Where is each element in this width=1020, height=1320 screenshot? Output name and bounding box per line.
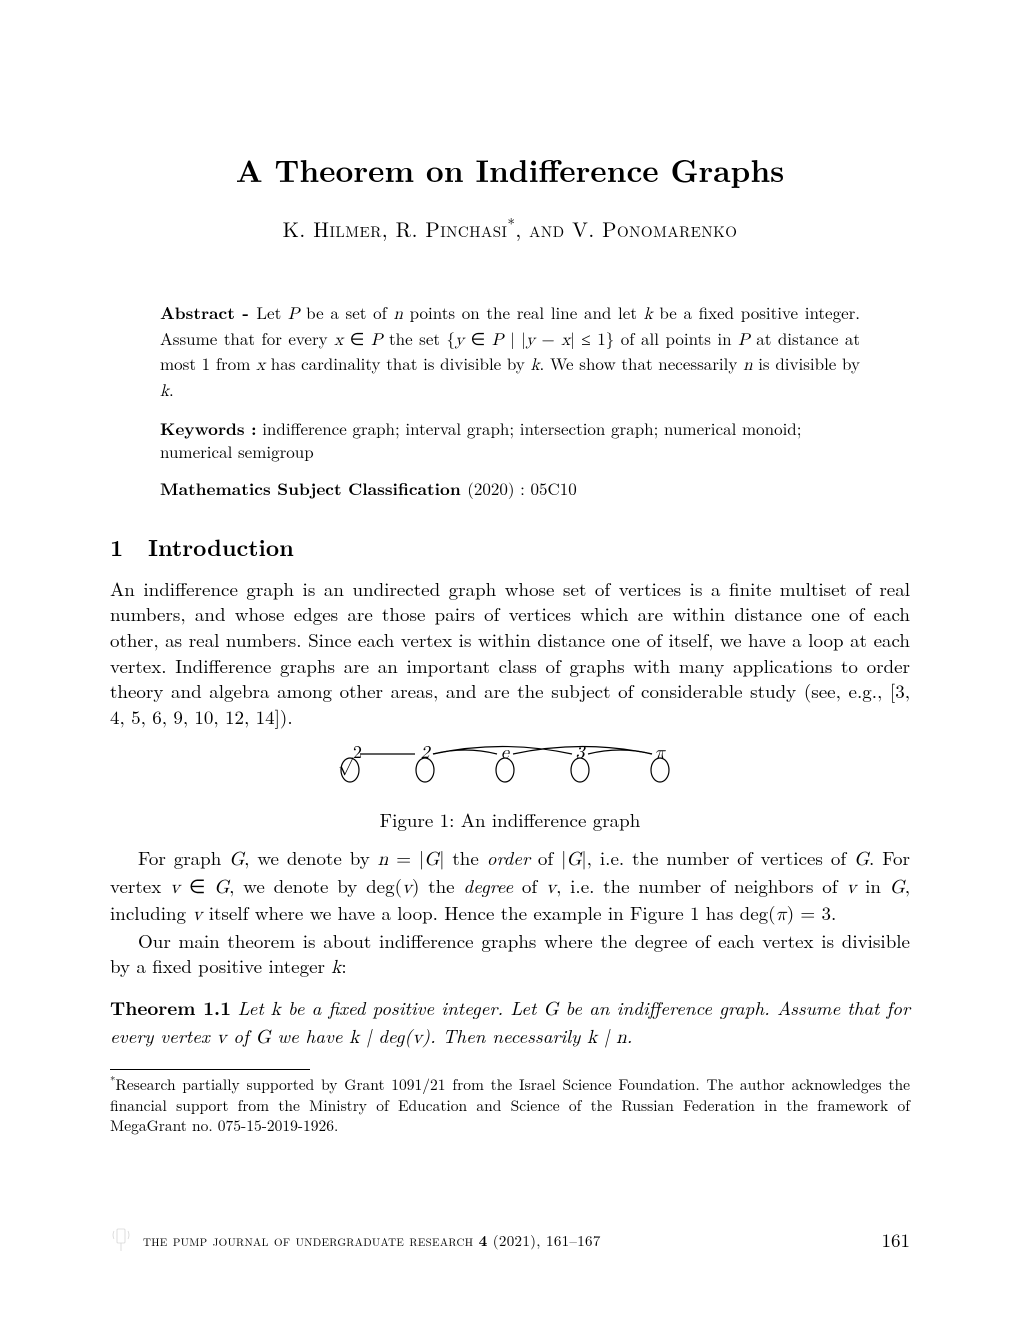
msc-year: (2020) : bbox=[467, 476, 530, 500]
msc: Mathematics Subject Classification (2020… bbox=[160, 477, 860, 501]
paper-authors: K. Hilmer, R. Pinchasi*, and V. Ponomare… bbox=[110, 214, 910, 243]
indifference-graph-svg: √22e3π bbox=[330, 744, 690, 800]
section-title: Introduction bbox=[148, 530, 294, 563]
footer-journal-name: the pump journal of undergraduate resear… bbox=[143, 1230, 479, 1251]
footer-issue: 4 bbox=[479, 1230, 488, 1251]
footer-pagenum: 161 bbox=[881, 1227, 910, 1253]
msc-codes: 05C10 bbox=[531, 476, 577, 500]
msc-label: Mathematics Subject Classification bbox=[160, 477, 467, 501]
intro-paragraph-2: For graph G, we denote by n = |G| the or… bbox=[110, 845, 910, 928]
figure-1-caption: Figure 1: An indifference graph bbox=[110, 807, 910, 833]
keywords: Keywords : indifference graph; interval … bbox=[160, 417, 860, 463]
page: A Theorem on Indifference Graphs K. Hilm… bbox=[0, 0, 1020, 1320]
section-heading-1: 1Introduction bbox=[110, 531, 910, 562]
section-number: 1 bbox=[110, 531, 148, 562]
journal-logo-icon bbox=[110, 1227, 132, 1258]
footer-year-pages: (2021), 161–167 bbox=[488, 1230, 601, 1251]
intro-paragraph-3: Our main theorem is about indifference g… bbox=[110, 928, 910, 981]
intro-paragraph-1: An indifference graph is an undirected g… bbox=[110, 576, 910, 730]
paper-title: A Theorem on Indifference Graphs bbox=[110, 150, 910, 192]
footnote: *Research partially supported by Grant 1… bbox=[110, 1074, 910, 1136]
footnote-rule bbox=[110, 1069, 310, 1070]
abstract-label: Abstract - bbox=[160, 301, 256, 325]
footer-journal: the pump journal of undergraduate resear… bbox=[143, 1230, 601, 1251]
figure-1: √22e3π Figure 1: An indifference graph bbox=[110, 744, 910, 833]
theorem-1-1: Theorem 1.1 Let k be a fixed positive in… bbox=[110, 995, 910, 1050]
abstract-body: Let P be a set of n points on the real l… bbox=[160, 300, 860, 400]
page-footer: the pump journal of undergraduate resear… bbox=[110, 1227, 910, 1258]
abstract: Abstract - Let P be a set of n points on… bbox=[160, 301, 860, 403]
keywords-body: indifference graph; interval graph; inte… bbox=[160, 416, 801, 463]
theorem-label: Theorem 1.1 bbox=[110, 993, 231, 1021]
keywords-label: Keywords : bbox=[160, 417, 257, 441]
